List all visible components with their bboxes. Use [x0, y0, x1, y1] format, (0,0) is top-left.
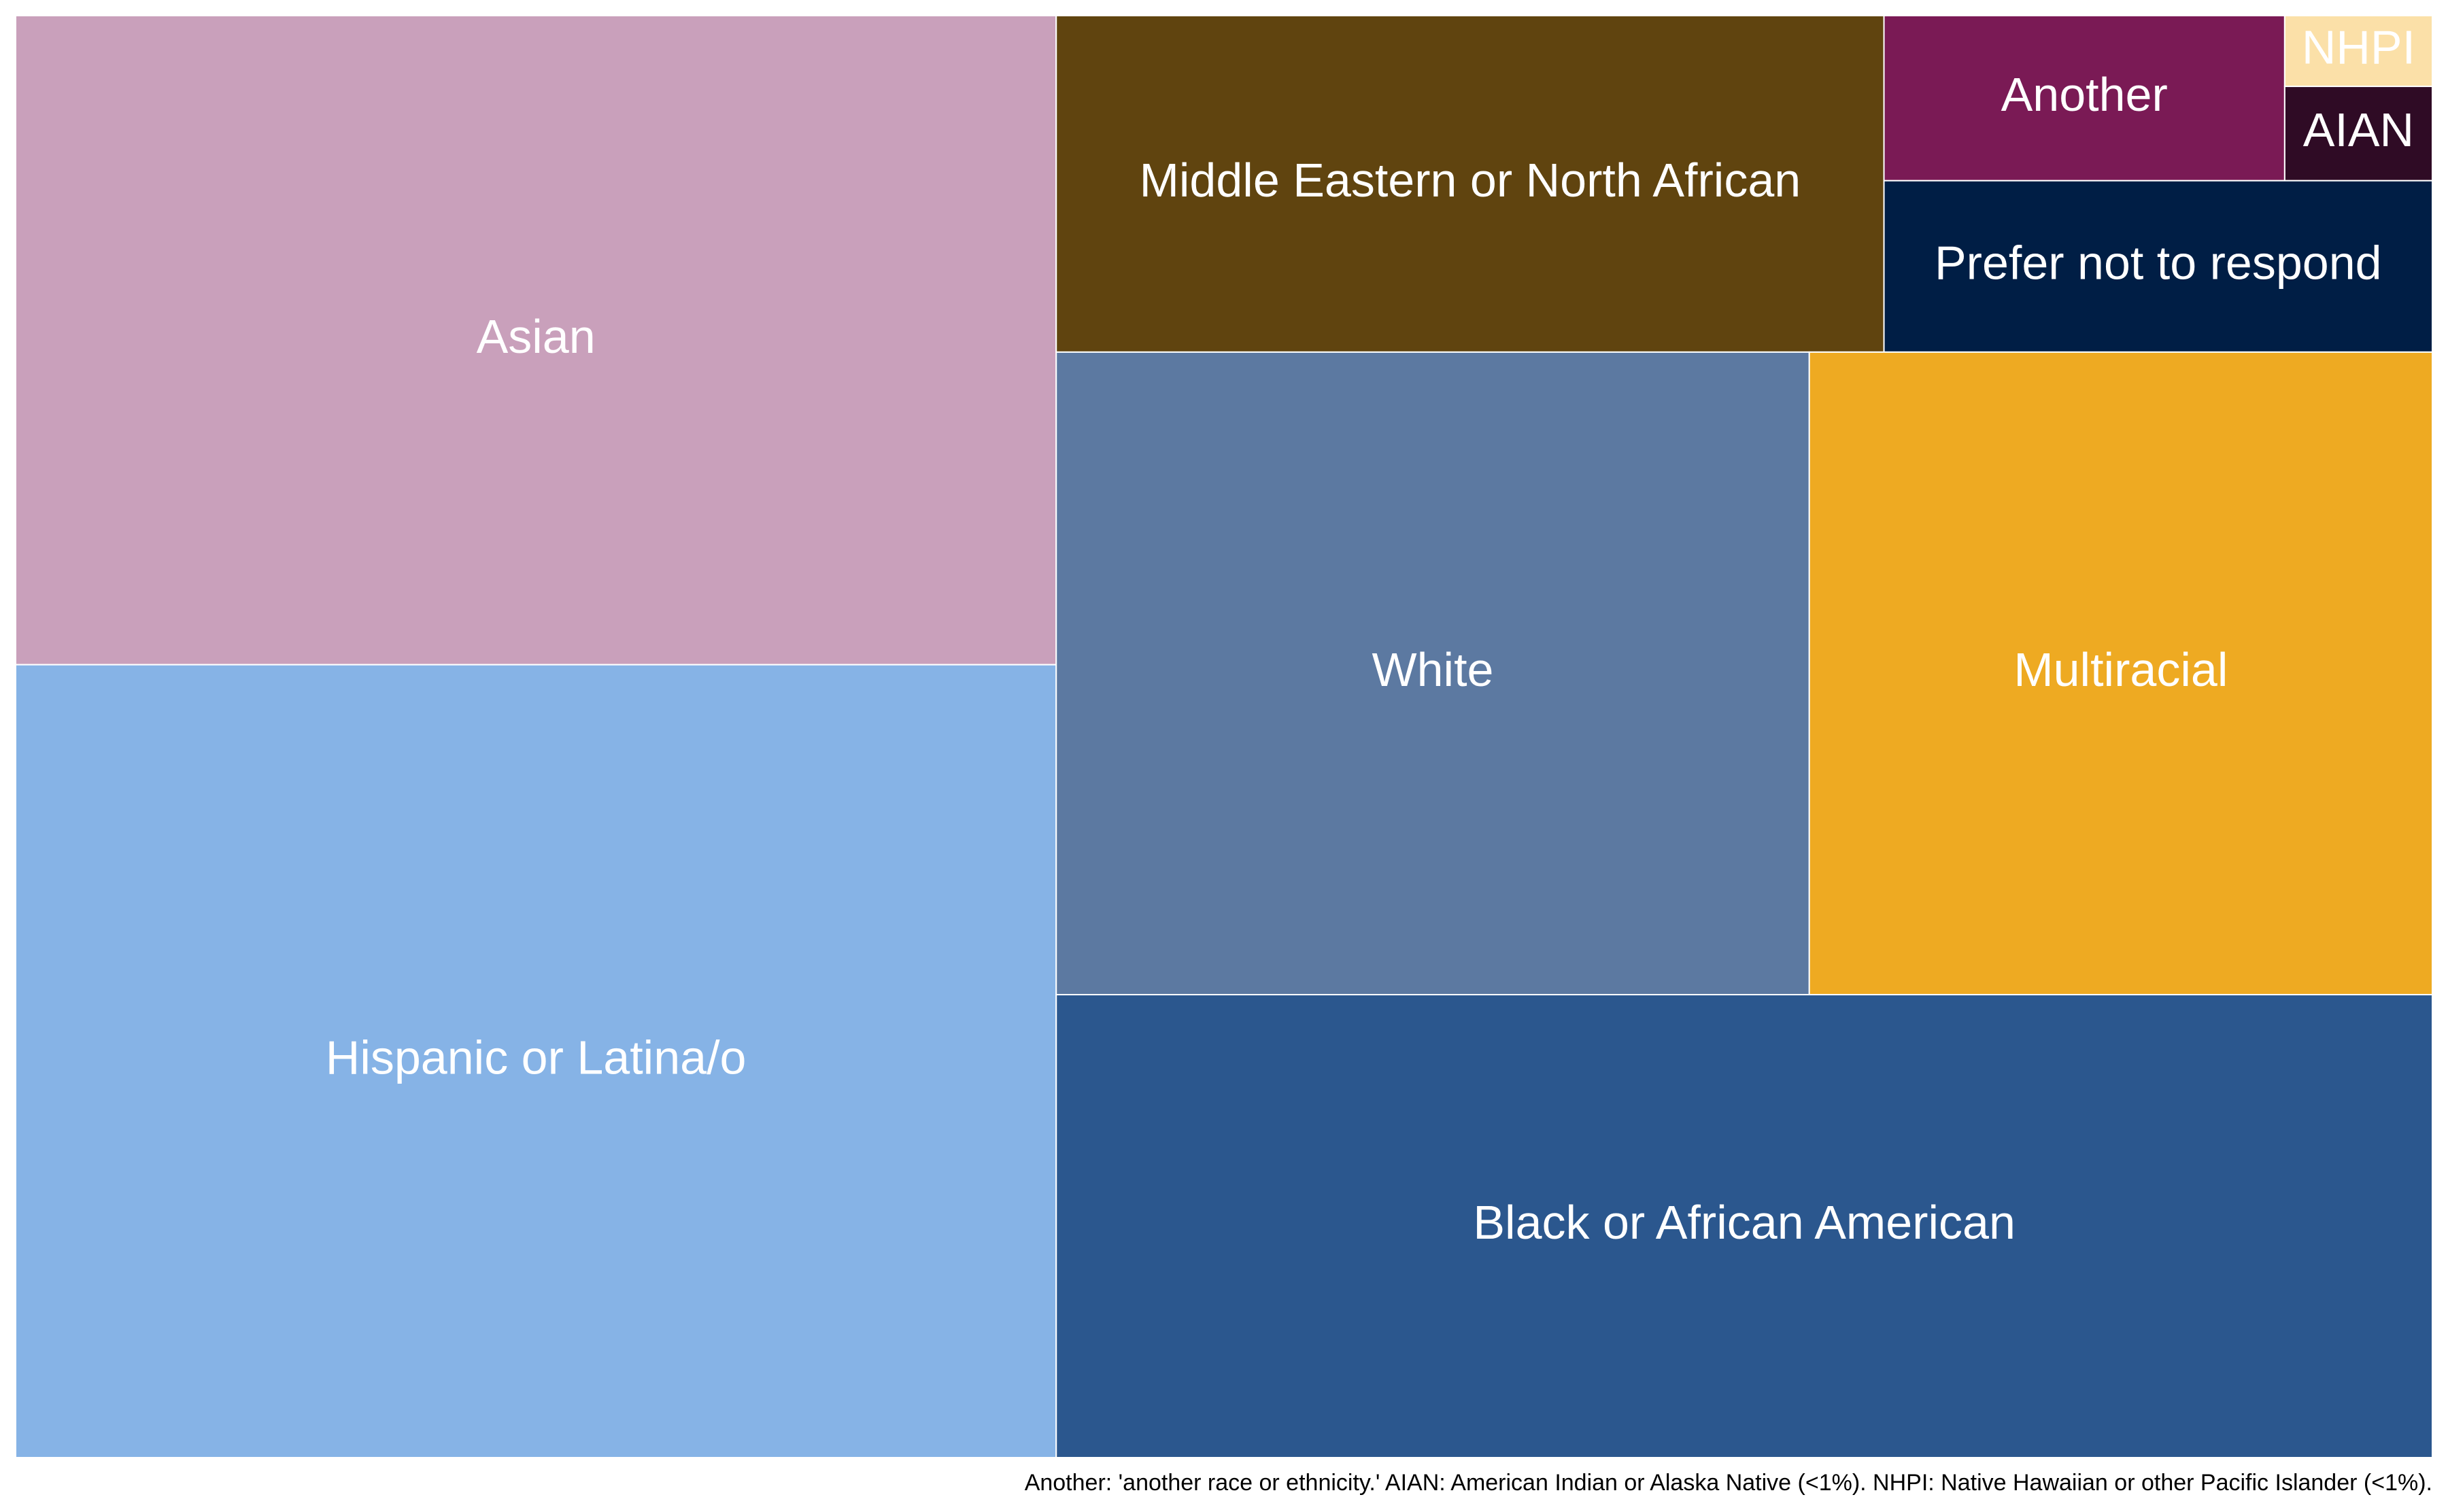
tile-label: Multiracial	[2013, 643, 2228, 696]
tile-label: Another	[2001, 68, 2168, 121]
tile-label: White	[1372, 643, 1494, 696]
tile	[1055, 994, 2433, 1458]
tile-label: Black or African American	[1473, 1196, 2016, 1249]
tile	[2283, 86, 2434, 182]
tile-label: Prefer not to respond	[1935, 236, 2382, 289]
tile	[1055, 15, 1885, 353]
tile-label: Middle Eastern or North African	[1140, 154, 1801, 207]
tile	[1883, 15, 2285, 182]
tile-label: Asian	[477, 310, 596, 363]
tile-label: AIAN	[2303, 103, 2414, 156]
tile	[1883, 179, 2433, 353]
tile	[15, 664, 1057, 1458]
tile	[15, 15, 1057, 666]
tile-label: NHPI	[2302, 21, 2415, 74]
tile	[1055, 351, 1810, 996]
caption: Another: 'another race or ethnicity.' AI…	[1025, 1470, 2432, 1496]
tile-label: Hispanic or Latina/o	[326, 1031, 747, 1084]
